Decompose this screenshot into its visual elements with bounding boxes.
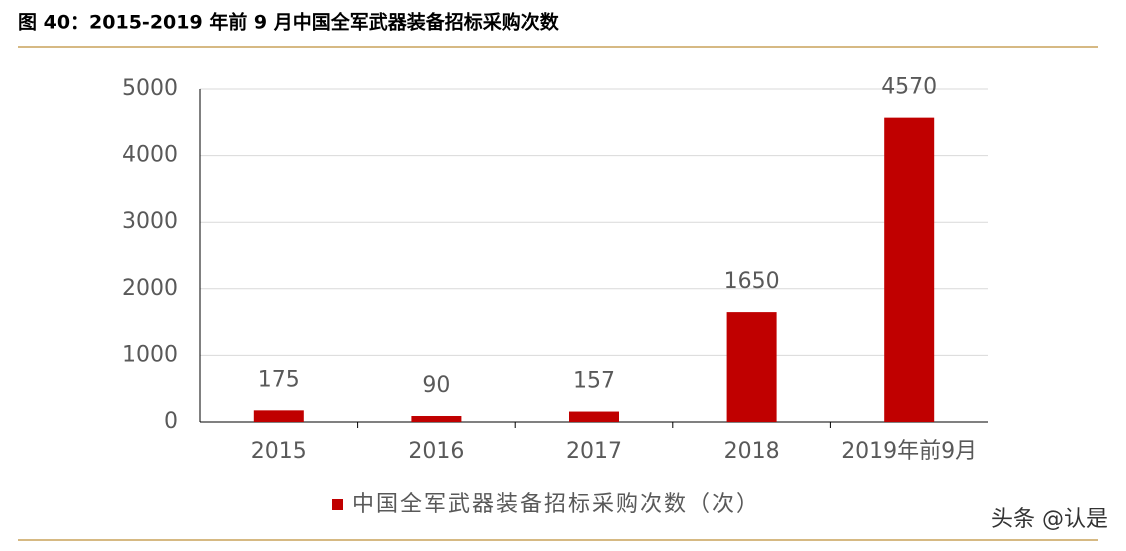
- legend-label: 中国全军武器装备招标采购次数（次）: [352, 492, 760, 517]
- legend-swatch: [332, 499, 343, 510]
- y-tick-label: 5000: [122, 76, 178, 101]
- data-label: 1650: [724, 269, 780, 294]
- data-label: 157: [573, 369, 615, 394]
- bar: [569, 411, 619, 422]
- bar: [884, 117, 935, 422]
- y-tick-label: 1000: [122, 342, 178, 367]
- chart-title: 图 40：2015-2019 年前 9 月中国全军武器装备招标采购次数: [18, 11, 560, 34]
- x-tick-label: 2017: [566, 439, 622, 464]
- y-tick-label: 0: [164, 409, 178, 434]
- bar: [411, 416, 462, 422]
- x-tick-label: 2019年前9月: [841, 439, 977, 464]
- data-label: 4570: [881, 75, 937, 100]
- y-tick-label: 2000: [122, 276, 178, 301]
- data-label: 175: [258, 367, 300, 392]
- y-tick-label: 3000: [122, 209, 178, 234]
- watermark: 头条 @认是: [991, 507, 1108, 532]
- bar: [253, 410, 304, 422]
- y-tick-label: 4000: [122, 143, 178, 168]
- x-tick-label: 2016: [408, 439, 464, 464]
- bar: [726, 312, 777, 422]
- data-label: 90: [422, 373, 450, 398]
- x-tick-label: 2015: [251, 439, 307, 464]
- x-tick-label: 2018: [724, 439, 780, 464]
